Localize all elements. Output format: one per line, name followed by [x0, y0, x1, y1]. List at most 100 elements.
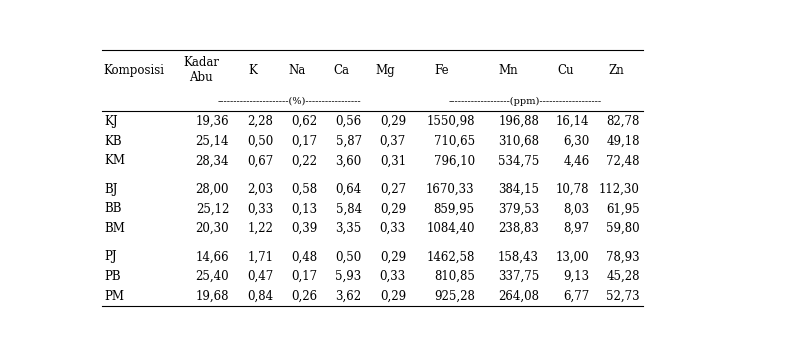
Text: 0,29: 0,29 — [380, 250, 406, 263]
Text: Fe: Fe — [435, 64, 449, 77]
Text: 310,68: 310,68 — [498, 135, 539, 147]
Text: PM: PM — [104, 290, 124, 303]
Text: K: K — [249, 64, 257, 77]
Text: 196,88: 196,88 — [498, 115, 539, 128]
Text: Ca: Ca — [333, 64, 349, 77]
Text: 52,73: 52,73 — [606, 290, 640, 303]
Text: KJ: KJ — [104, 115, 117, 128]
Text: 0,29: 0,29 — [380, 290, 406, 303]
Text: 0,64: 0,64 — [336, 183, 362, 195]
Text: 19,68: 19,68 — [196, 290, 229, 303]
Text: 10,78: 10,78 — [556, 183, 589, 195]
Text: 25,40: 25,40 — [196, 270, 229, 283]
Text: 5,93: 5,93 — [336, 270, 362, 283]
Text: 0,31: 0,31 — [380, 154, 406, 168]
Text: 28,34: 28,34 — [196, 154, 229, 168]
Text: 8,03: 8,03 — [563, 202, 589, 216]
Text: 14,66: 14,66 — [196, 250, 229, 263]
Text: 82,78: 82,78 — [607, 115, 640, 128]
Text: 0,17: 0,17 — [291, 135, 318, 147]
Text: 61,95: 61,95 — [606, 202, 640, 216]
Text: PJ: PJ — [104, 250, 116, 263]
Text: 0,26: 0,26 — [291, 290, 318, 303]
Text: 3,60: 3,60 — [336, 154, 362, 168]
Text: Na: Na — [288, 64, 306, 77]
Text: Kadar
Abu: Kadar Abu — [183, 56, 219, 84]
Text: ----------------------(%)-----------------: ----------------------(%)---------------… — [218, 97, 361, 106]
Text: 238,83: 238,83 — [498, 222, 539, 235]
Text: BJ: BJ — [104, 183, 117, 195]
Text: 9,13: 9,13 — [563, 270, 589, 283]
Text: 0,84: 0,84 — [247, 290, 273, 303]
Text: BB: BB — [104, 202, 121, 216]
Text: 1084,40: 1084,40 — [426, 222, 474, 235]
Text: 20,30: 20,30 — [196, 222, 229, 235]
Text: PB: PB — [104, 270, 120, 283]
Text: Komposisi: Komposisi — [103, 64, 164, 77]
Text: 0,62: 0,62 — [291, 115, 318, 128]
Text: 0,33: 0,33 — [379, 222, 406, 235]
Text: 0,27: 0,27 — [380, 183, 406, 195]
Text: 0,29: 0,29 — [380, 115, 406, 128]
Text: 925,28: 925,28 — [434, 290, 474, 303]
Text: 0,67: 0,67 — [247, 154, 273, 168]
Text: 2,03: 2,03 — [247, 183, 273, 195]
Text: 13,00: 13,00 — [556, 250, 589, 263]
Text: 2,28: 2,28 — [247, 115, 273, 128]
Text: KB: KB — [104, 135, 121, 147]
Text: 0,17: 0,17 — [291, 270, 318, 283]
Text: 28,00: 28,00 — [196, 183, 229, 195]
Text: 1,71: 1,71 — [247, 250, 273, 263]
Text: 710,65: 710,65 — [433, 135, 474, 147]
Text: 0,33: 0,33 — [379, 270, 406, 283]
Text: 0,50: 0,50 — [247, 135, 273, 147]
Text: 72,48: 72,48 — [606, 154, 640, 168]
Text: 8,97: 8,97 — [563, 222, 589, 235]
Text: 379,53: 379,53 — [498, 202, 539, 216]
Text: 19,36: 19,36 — [196, 115, 229, 128]
Text: Zn: Zn — [608, 64, 624, 77]
Text: 859,95: 859,95 — [433, 202, 474, 216]
Text: 0,37: 0,37 — [379, 135, 406, 147]
Text: 0,22: 0,22 — [291, 154, 318, 168]
Text: 6,77: 6,77 — [563, 290, 589, 303]
Text: Mn: Mn — [499, 64, 519, 77]
Text: 384,15: 384,15 — [498, 183, 539, 195]
Text: 3,35: 3,35 — [336, 222, 362, 235]
Text: 49,18: 49,18 — [606, 135, 640, 147]
Text: 810,85: 810,85 — [434, 270, 474, 283]
Text: Cu: Cu — [558, 64, 574, 77]
Text: 1670,33: 1670,33 — [426, 183, 474, 195]
Text: 5,84: 5,84 — [336, 202, 362, 216]
Text: 1462,58: 1462,58 — [426, 250, 474, 263]
Text: 6,30: 6,30 — [563, 135, 589, 147]
Text: 0,50: 0,50 — [336, 250, 362, 263]
Text: 0,58: 0,58 — [291, 183, 318, 195]
Text: 0,39: 0,39 — [291, 222, 318, 235]
Text: 45,28: 45,28 — [606, 270, 640, 283]
Text: 158,43: 158,43 — [498, 250, 539, 263]
Text: 0,47: 0,47 — [247, 270, 273, 283]
Text: 1,22: 1,22 — [247, 222, 273, 235]
Text: 534,75: 534,75 — [498, 154, 539, 168]
Text: BM: BM — [104, 222, 125, 235]
Text: 264,08: 264,08 — [498, 290, 539, 303]
Text: -------------------(ppm)-------------------: -------------------(ppm)----------------… — [448, 96, 601, 106]
Text: 337,75: 337,75 — [498, 270, 539, 283]
Text: 0,13: 0,13 — [291, 202, 318, 216]
Text: KM: KM — [104, 154, 125, 168]
Text: 5,87: 5,87 — [336, 135, 362, 147]
Text: 0,29: 0,29 — [380, 202, 406, 216]
Text: 796,10: 796,10 — [433, 154, 474, 168]
Text: 59,80: 59,80 — [606, 222, 640, 235]
Text: Mg: Mg — [376, 64, 395, 77]
Text: 0,56: 0,56 — [336, 115, 362, 128]
Text: 25,14: 25,14 — [196, 135, 229, 147]
Text: 25,12: 25,12 — [196, 202, 229, 216]
Text: 16,14: 16,14 — [556, 115, 589, 128]
Text: 78,93: 78,93 — [606, 250, 640, 263]
Text: 0,48: 0,48 — [291, 250, 318, 263]
Text: 4,46: 4,46 — [563, 154, 589, 168]
Text: 0,33: 0,33 — [247, 202, 273, 216]
Text: 3,62: 3,62 — [336, 290, 362, 303]
